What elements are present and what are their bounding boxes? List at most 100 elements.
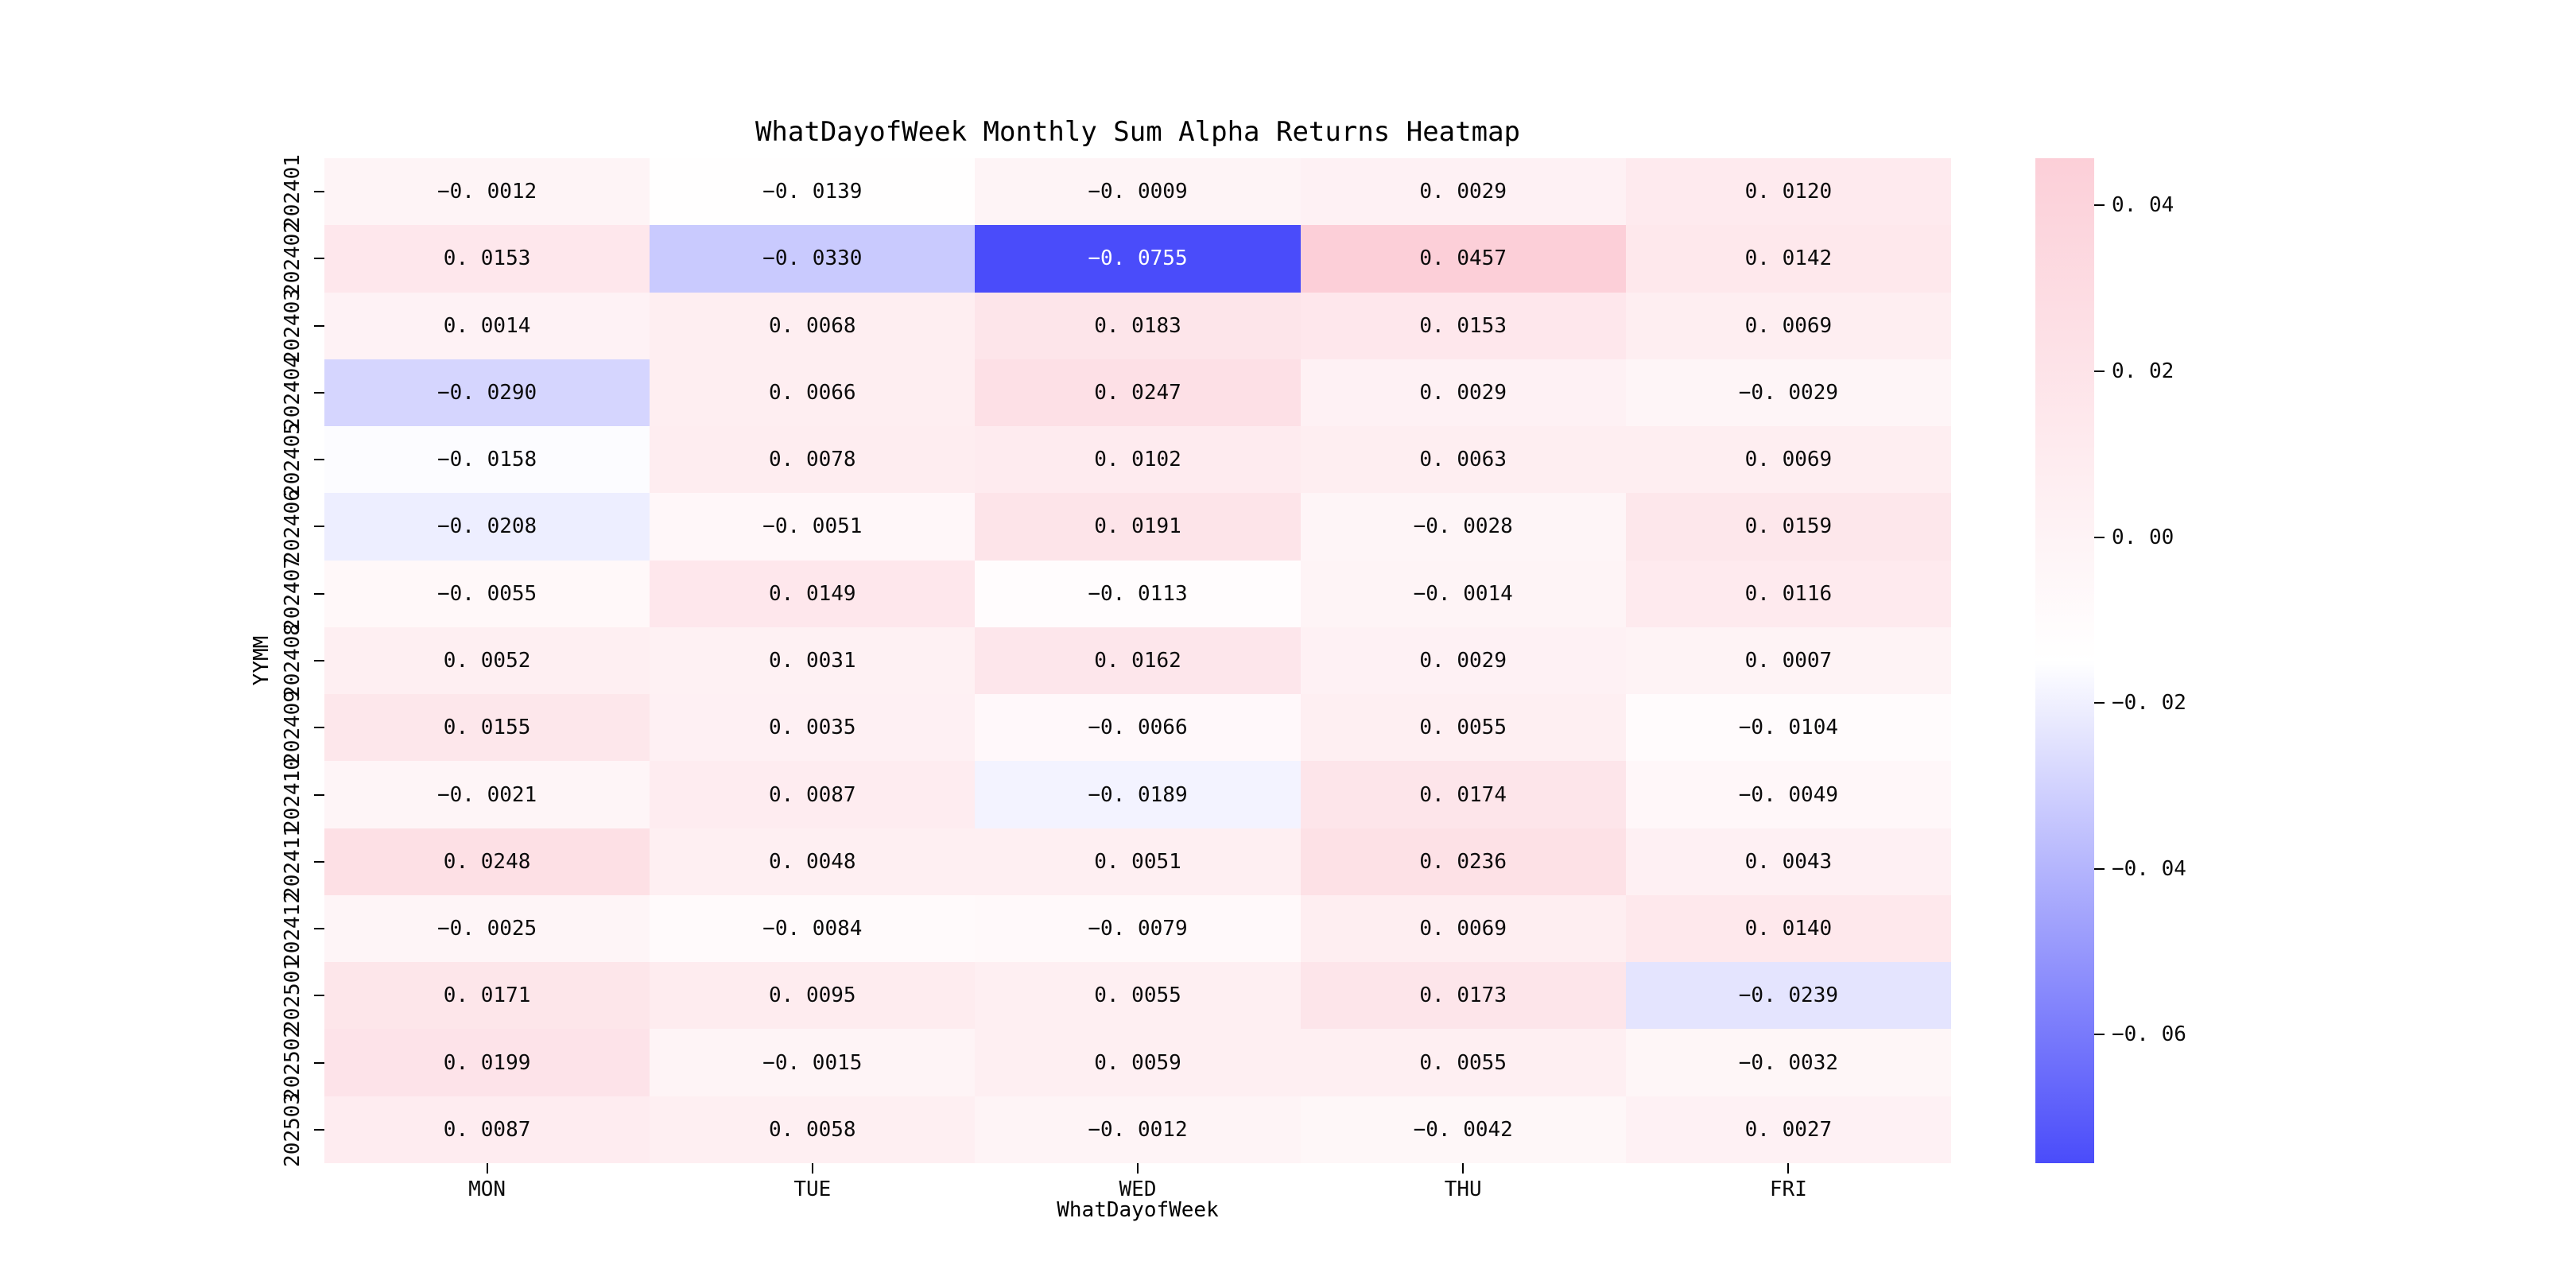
heatmap-cell-202502-FRI: −0. 0032: [1625, 1029, 1951, 1096]
y-tick-label-text: 202503: [281, 1092, 305, 1167]
heatmap-cell-202503-WED: −0. 0012: [975, 1096, 1301, 1163]
heatmap-cell-202401-MON: −0. 0012: [324, 158, 650, 226]
heatmap-cell-202403-TUE: 0. 0068: [650, 292, 976, 359]
heatmap-cell-202407-WED: −0. 0113: [975, 560, 1301, 627]
heatmap-cell-202402-WED: −0. 0755: [975, 225, 1301, 293]
heatmap-cell-202502-MON: 0. 0199: [324, 1029, 650, 1096]
y-tick-label-text: 202406: [281, 489, 305, 564]
y-tick-label-text: 202403: [281, 288, 305, 363]
heatmap-cell-202503-TUE: 0. 0058: [650, 1096, 976, 1163]
y-tick-label-text: 202408: [281, 623, 305, 698]
y-tick-mark: [314, 191, 324, 193]
y-axis-label-text: YYMM: [250, 635, 274, 686]
heatmap-cell-202401-THU: 0. 0029: [1300, 158, 1626, 226]
y-tick-label-text: 202411: [281, 824, 305, 899]
y-tick-label-text: 202410: [281, 757, 305, 832]
heatmap-cell-202405-MON: −0. 0158: [324, 426, 650, 494]
heatmap-cell-202407-THU: −0. 0014: [1300, 560, 1626, 627]
x-tick-label-TUE: TUE: [793, 1177, 832, 1201]
heatmap-cell-202405-TUE: 0. 0078: [650, 426, 976, 494]
heatmap-cell-202403-WED: 0. 0183: [975, 292, 1301, 359]
y-tick-mark: [314, 995, 324, 997]
heatmap-cell-202402-FRI: 0. 0142: [1625, 225, 1951, 293]
x-tick-mark: [1462, 1163, 1465, 1174]
heatmap-cell-202501-THU: 0. 0173: [1300, 962, 1626, 1030]
heatmap-cell-202409-THU: 0. 0055: [1300, 694, 1626, 762]
heatmap-cell-202409-FRI: −0. 0104: [1625, 694, 1951, 762]
heatmap-cell-202502-THU: 0. 0055: [1300, 1029, 1626, 1096]
heatmap-cell-202409-MON: 0. 0155: [324, 694, 650, 762]
x-tick-mark: [1137, 1163, 1139, 1174]
heatmap-cell-202410-WED: −0. 0189: [975, 761, 1301, 828]
colorbar-tick-label: 0. 02: [2112, 359, 2174, 384]
heatmap-cell-202502-TUE: −0. 0015: [650, 1029, 976, 1096]
heatmap-cell-202408-TUE: 0. 0031: [650, 627, 976, 695]
y-tick-label-text: 202409: [281, 690, 305, 766]
colorbar-tick-label: −0. 04: [2112, 856, 2186, 881]
heatmap-cell-202406-FRI: 0. 0159: [1625, 493, 1951, 561]
y-tick-mark: [314, 459, 324, 461]
heatmap-cell-202501-WED: 0. 0055: [975, 962, 1301, 1030]
colorbar: [2035, 158, 2094, 1163]
heatmap-cell-202401-FRI: 0. 0120: [1625, 158, 1951, 226]
y-tick-label-text: 202407: [281, 556, 305, 631]
heatmap-cell-202403-MON: 0. 0014: [324, 292, 650, 359]
heatmap-cell-202408-WED: 0. 0162: [975, 627, 1301, 695]
colorbar-tick-mark: [2094, 370, 2105, 373]
heatmap-cell-202401-WED: −0. 0009: [975, 158, 1301, 226]
y-tick-mark: [314, 258, 324, 260]
heatmap-cell-202503-THU: −0. 0042: [1300, 1096, 1626, 1163]
y-tick-label-text: 202402: [281, 221, 305, 297]
heatmap-cell-202401-TUE: −0. 0139: [650, 158, 976, 226]
y-tick-mark: [314, 928, 324, 930]
heatmap-cell-202404-THU: 0. 0029: [1300, 359, 1626, 427]
heatmap-cell-202411-WED: 0. 0051: [975, 828, 1301, 895]
heatmap-cell-202502-WED: 0. 0059: [975, 1029, 1301, 1096]
heatmap-cell-202407-FRI: 0. 0116: [1625, 560, 1951, 627]
heatmap-cell-202408-MON: 0. 0052: [324, 627, 650, 695]
y-tick-label-text: 202405: [281, 422, 305, 498]
heatmap-cell-202408-THU: 0. 0029: [1300, 627, 1626, 695]
heatmap-cell-202503-FRI: 0. 0027: [1625, 1096, 1951, 1163]
heatmap-cell-202402-TUE: −0. 0330: [650, 225, 976, 293]
heatmap-cell-202412-TUE: −0. 0084: [650, 894, 976, 963]
heatmap-cell-202406-MON: −0. 0208: [324, 493, 650, 561]
heatmap-cell-202402-THU: 0. 0457: [1300, 225, 1626, 293]
x-tick-label-MON: MON: [468, 1177, 506, 1201]
heatmap-grid: −0. 0012 −0. 0139 −0. 0009 0. 0029 0. 0120 0.…: [324, 158, 1951, 1163]
heatmap-cell-202503-MON: 0. 0087: [324, 1096, 650, 1163]
heatmap-cell-202406-THU: −0. 0028: [1300, 493, 1626, 561]
y-tick-mark: [314, 391, 324, 394]
x-tick-mark: [811, 1163, 813, 1174]
x-tick-label-FRI: FRI: [1769, 1177, 1807, 1201]
x-axis-label: WhatDayofWeek: [1057, 1198, 1219, 1222]
colorbar-tick-mark: [2094, 1034, 2105, 1036]
heatmap-cell-202412-MON: −0. 0025: [324, 894, 650, 963]
heatmap-cell-202501-MON: 0. 0171: [324, 962, 650, 1030]
colorbar-tick-label: −0. 02: [2112, 691, 2186, 716]
heatmap-cell-202410-THU: 0. 0174: [1300, 761, 1626, 828]
heatmap-cell-202412-FRI: 0. 0140: [1625, 894, 1951, 963]
heatmap-cell-202404-WED: 0. 0247: [975, 359, 1301, 427]
colorbar-tick-label: 0. 04: [2112, 193, 2174, 218]
heatmap-cell-202412-THU: 0. 0069: [1300, 894, 1626, 963]
y-tick-mark: [314, 592, 324, 595]
x-tick-label-WED: WED: [1119, 1177, 1157, 1201]
y-tick-label-text: 202412: [281, 891, 305, 967]
x-tick-label-THU: THU: [1444, 1177, 1482, 1201]
heatmap-cell-202406-WED: 0. 0191: [975, 493, 1301, 561]
colorbar-tick-mark: [2094, 536, 2105, 538]
heatmap-cell-202409-TUE: 0. 0035: [650, 694, 976, 762]
y-tick-label-text: 202401: [281, 154, 305, 230]
heatmap-cell-202411-FRI: 0. 0043: [1625, 828, 1951, 895]
colorbar-tick-mark: [2094, 204, 2105, 207]
y-tick-label-text: 202502: [281, 1025, 305, 1100]
y-tick-mark: [314, 526, 324, 528]
y-tick-label-text: 202501: [281, 958, 305, 1034]
heatmap-cell-202410-MON: −0. 0021: [324, 761, 650, 828]
heatmap-cell-202501-TUE: 0. 0095: [650, 962, 976, 1030]
heatmap-cell-202409-WED: −0. 0066: [975, 694, 1301, 762]
heatmap-cell-202412-WED: −0. 0079: [975, 894, 1301, 963]
heatmap-cell-202407-MON: −0. 0055: [324, 560, 650, 627]
